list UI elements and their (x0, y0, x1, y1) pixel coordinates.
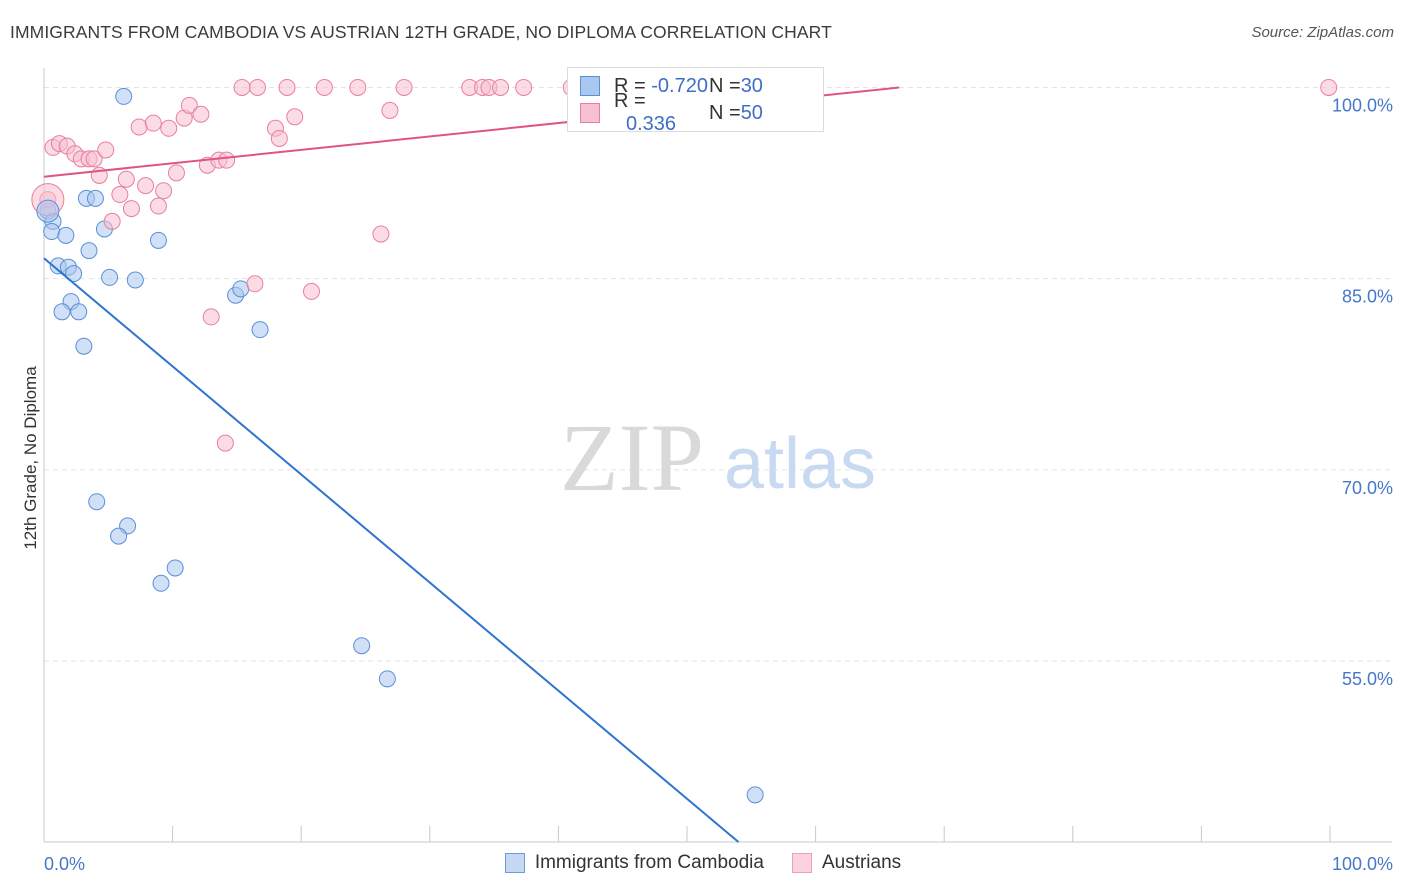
legend-swatch-austrians (791, 853, 812, 873)
point-cambodia (126, 271, 144, 289)
point-austrians (117, 170, 135, 188)
point-austrians (167, 164, 185, 182)
point-cambodia (53, 303, 71, 321)
chart-title: IMMIGRANTS FROM CAMBODIA VS AUSTRIAN 12T… (10, 22, 832, 42)
point-austrians (192, 105, 210, 123)
point-austrians (1320, 78, 1338, 96)
legend-item-cambodia[interactable]: Immigrants from Cambodia (504, 852, 764, 874)
point-austrians (202, 308, 220, 326)
point-austrians (97, 141, 115, 159)
trend-line-cambodia (43, 257, 740, 843)
point-cambodia (70, 303, 88, 321)
point-austrians (160, 119, 178, 137)
point-austrians (130, 118, 148, 136)
austrians-swatch (580, 103, 600, 123)
legend-label-austrians: Austrians (821, 852, 902, 873)
n-label: N = (709, 101, 741, 124)
n-label: N = (709, 74, 741, 97)
r-label: R = (614, 74, 652, 97)
source-label: Source: ZipAtlas.com (1251, 24, 1394, 41)
point-austrians (492, 78, 510, 96)
r-value: -0.720 (651, 74, 708, 97)
point-austrians (381, 101, 399, 119)
point-austrians (144, 114, 162, 132)
y-tick-label: 100.0% (1332, 95, 1393, 115)
point-austrians (302, 282, 320, 300)
point-austrians (216, 434, 234, 452)
point-austrians (155, 182, 173, 200)
point-austrians (270, 129, 288, 147)
y-tick-label: 85.0% (1342, 287, 1393, 307)
point-austrians (233, 78, 251, 96)
point-austrians (372, 225, 390, 243)
x-tick-label-min: 0.0% (44, 854, 85, 874)
point-austrians (149, 197, 167, 215)
point-austrians (515, 78, 533, 96)
y-tick-label: 55.0% (1342, 669, 1393, 689)
point-austrians (286, 108, 304, 126)
stats-legend: R = -0.720 N = 30 R = 0.336 N = 50 (567, 67, 824, 135)
point-cambodia (65, 265, 83, 283)
watermark-zip: ZIP (560, 404, 704, 511)
point-cambodia (166, 559, 184, 577)
point-cambodia-large (36, 199, 60, 223)
stats-legend-row-austrians: R = 0.336 N = 50 (580, 90, 777, 135)
legend-swatch-cambodia (504, 853, 525, 873)
r-value: 0.336 (626, 113, 677, 135)
point-cambodia (149, 231, 167, 249)
point-austrians (278, 78, 296, 96)
point-cambodia (232, 280, 250, 298)
point-cambodia (353, 637, 371, 655)
point-austrians (122, 200, 140, 218)
y-tick-label: 70.0% (1342, 478, 1393, 498)
point-cambodia (101, 268, 119, 286)
point-cambodia (43, 223, 61, 241)
point-cambodia (86, 189, 104, 207)
point-cambodia (251, 321, 269, 339)
point-cambodia (746, 786, 764, 804)
point-austrians (349, 78, 367, 96)
legend-item-austrians[interactable]: Austrians (791, 852, 902, 874)
point-cambodia (75, 337, 93, 355)
legend-label-cambodia: Immigrants from Cambodia (534, 852, 764, 873)
watermark-atlas: atlas (724, 424, 876, 504)
point-austrians (248, 78, 266, 96)
point-cambodia (88, 493, 106, 511)
point-austrians (137, 177, 155, 195)
stats-legend-row-cambodia: R = -0.720 N = 30 (580, 73, 777, 99)
watermark: ZIP atlas (560, 404, 876, 511)
point-austrians (315, 78, 333, 96)
point-cambodia (115, 87, 133, 105)
x-tick-label-max: 100.0% (1332, 854, 1393, 874)
point-austrians (85, 150, 103, 168)
point-cambodia (152, 574, 170, 592)
point-austrians (246, 275, 264, 293)
point-austrians (180, 96, 198, 114)
cambodia-swatch (580, 76, 600, 96)
r-label: R = (614, 90, 646, 112)
point-cambodia (110, 527, 128, 545)
grid-lines (44, 86, 1392, 662)
data-points (31, 78, 1338, 804)
y-axis-title: 12th Grade, No Diploma (21, 366, 40, 550)
point-cambodia (378, 670, 396, 688)
point-cambodia (80, 242, 98, 260)
point-austrians (218, 151, 236, 169)
point-austrians (395, 78, 413, 96)
n-value: 50 (740, 101, 763, 124)
point-austrians (111, 186, 129, 204)
point-austrians (103, 212, 121, 230)
point-cambodia (57, 226, 75, 244)
series-legend: Immigrants from Cambodia Austrians (0, 852, 1406, 874)
axis-labels: 100.0% 85.0% 70.0% 55.0% 0.0% 100.0% 12th Grad… (21, 95, 1393, 874)
n-value: 30 (740, 74, 763, 97)
axes (43, 68, 1392, 843)
